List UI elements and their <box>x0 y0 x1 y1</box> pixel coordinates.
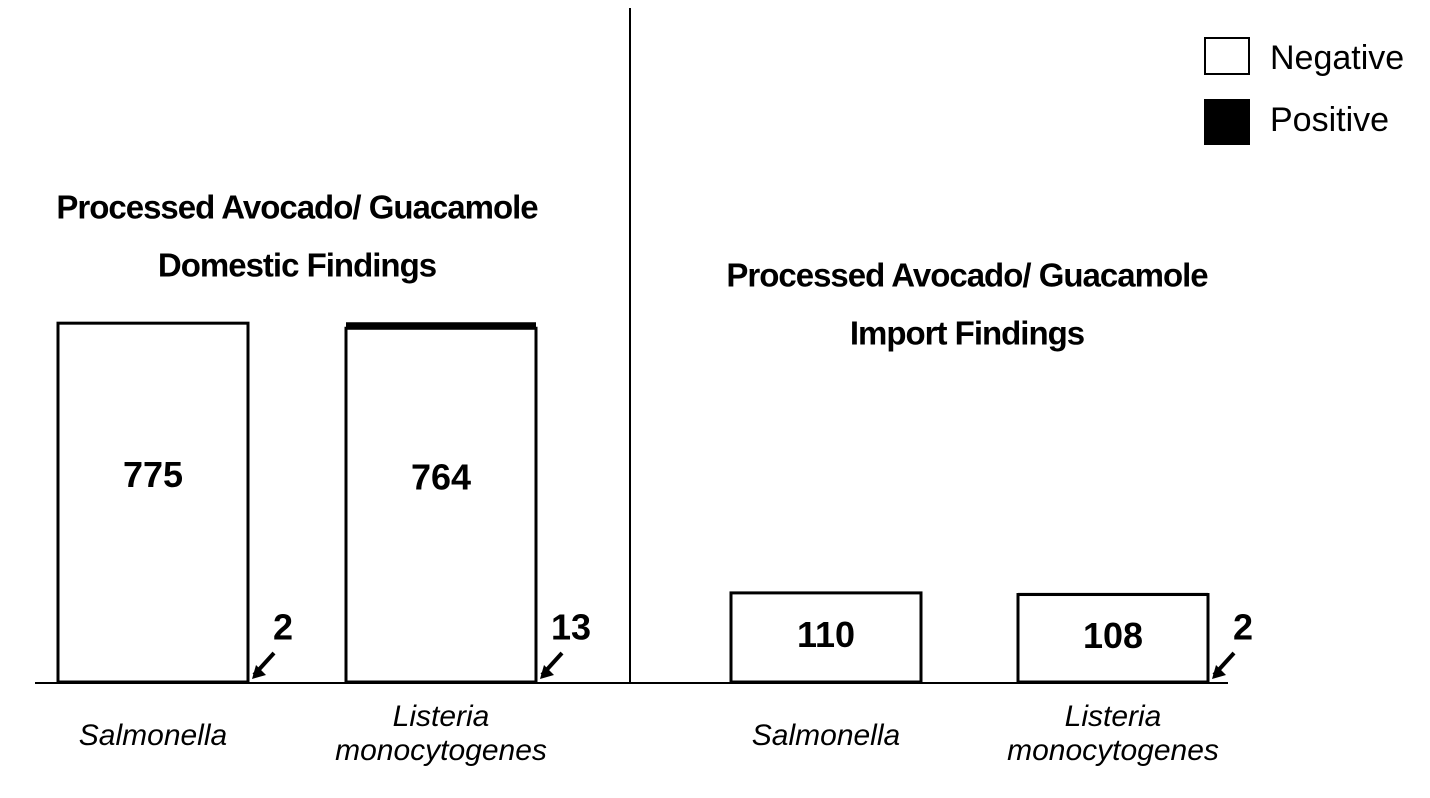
panel-title: Processed Avocado/ Guacamole <box>56 189 538 226</box>
bar-segment <box>1018 592 1208 595</box>
category-label: Salmonella <box>79 719 227 752</box>
bar-segment <box>344 326 538 684</box>
legend-swatch <box>1204 37 1250 75</box>
arrow-head <box>252 665 266 679</box>
category-label: Salmonella <box>752 719 900 752</box>
value-label: 764 <box>411 457 471 498</box>
bar-segment <box>729 591 923 684</box>
category-label: monocytogenes <box>335 734 547 767</box>
legend-label: Positive <box>1270 101 1389 139</box>
legend-swatch <box>1204 99 1250 145</box>
arrow-head <box>1212 665 1226 679</box>
value-label: 13 <box>551 607 591 648</box>
category-label: Listeria <box>1065 700 1162 733</box>
bar-segment <box>346 322 536 329</box>
legend-label: Negative <box>1270 39 1404 77</box>
category-label: monocytogenes <box>1007 734 1219 767</box>
value-label: 108 <box>1083 615 1143 656</box>
bar-segment <box>58 322 248 324</box>
panel-title: Processed Avocado/ Guacamole <box>726 257 1208 294</box>
value-label: 775 <box>123 454 183 495</box>
panel-title: Domestic Findings <box>158 247 436 284</box>
arrow-head <box>540 665 554 679</box>
bar-segment <box>56 321 250 684</box>
value-label: 2 <box>1233 607 1253 648</box>
bar-segment <box>1016 593 1210 684</box>
panel-title: Import Findings <box>850 315 1084 352</box>
category-label: Listeria <box>393 700 490 733</box>
value-label: 110 <box>797 614 855 655</box>
value-label: 2 <box>273 607 293 648</box>
